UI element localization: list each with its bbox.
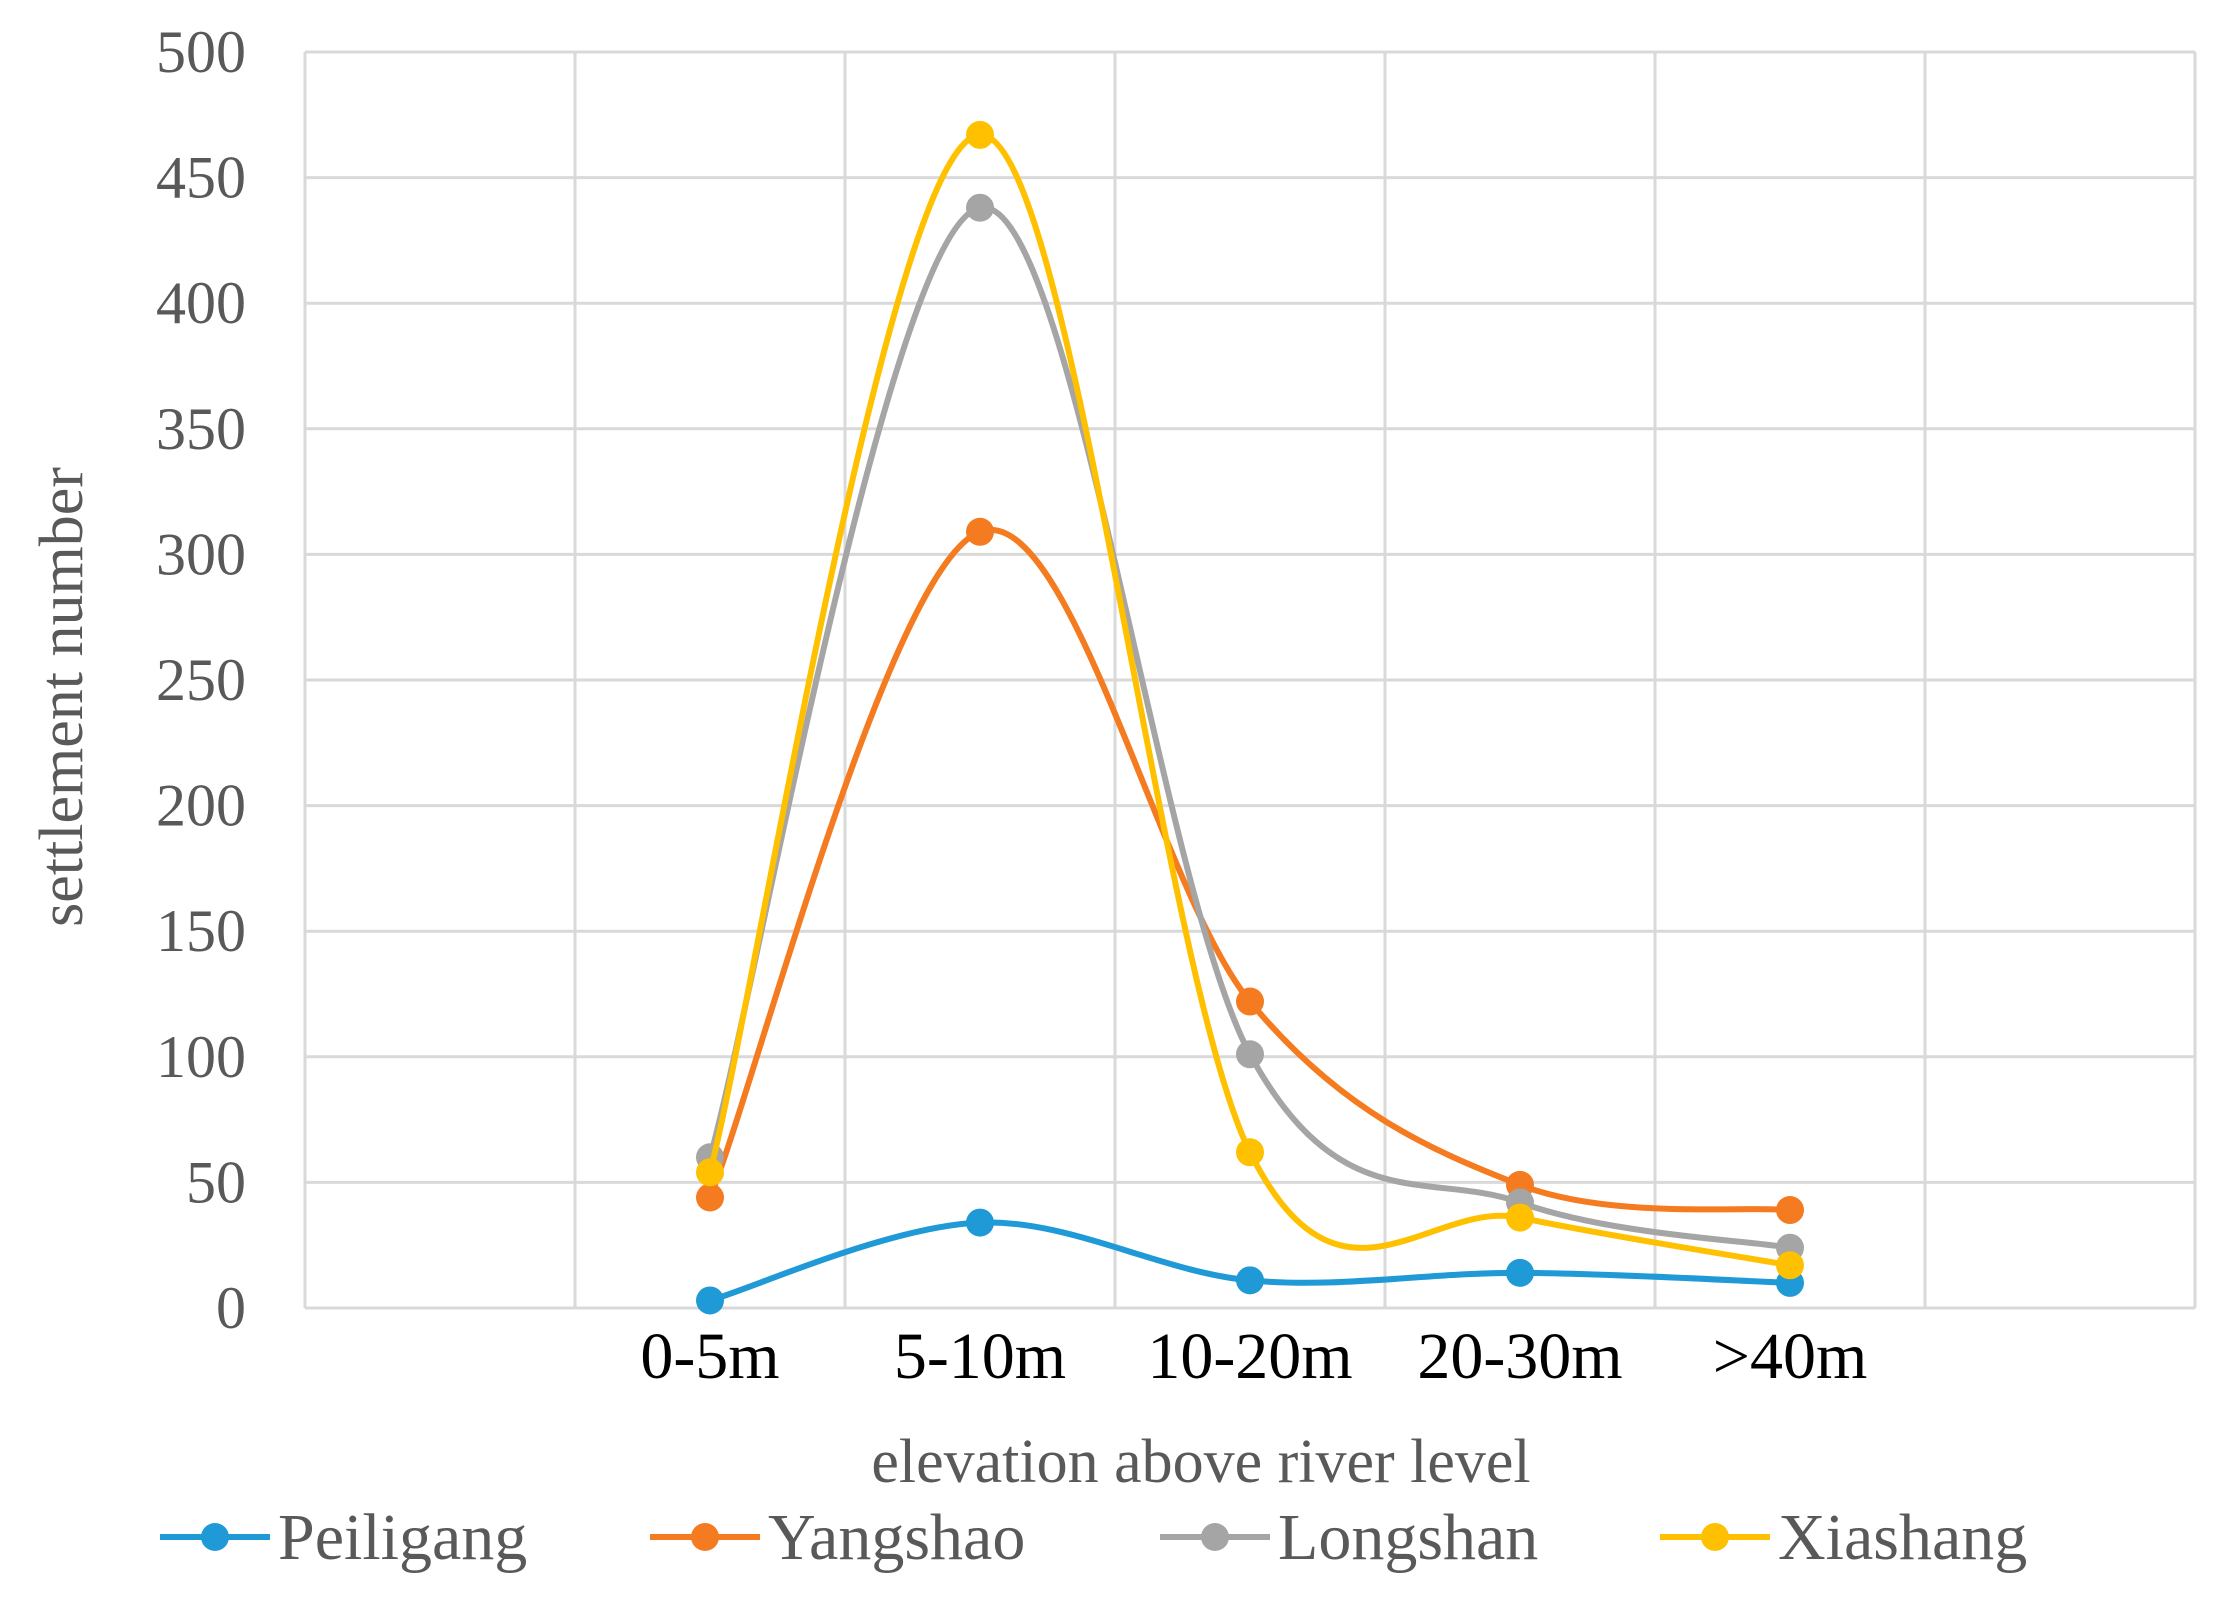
data-point-xiashang <box>696 1158 724 1187</box>
data-point-peiligang <box>696 1286 724 1315</box>
legend-label-yangshao: Yangshao <box>768 1501 1025 1574</box>
legend-item-peiligang: Peiligang <box>160 1501 527 1574</box>
x-axis-ticks: 0-5m 5-10m 10-20m 20-30m >40m <box>640 1320 1867 1393</box>
y-tick-label: 250 <box>156 647 246 713</box>
series-longshan <box>696 193 1804 1262</box>
series-peiligang <box>696 1208 1804 1315</box>
legend-marker-peiligang <box>201 1523 229 1551</box>
y-tick-label: 50 <box>186 1149 246 1215</box>
y-tick-label: 0 <box>216 1275 246 1341</box>
series-line-yangshao <box>707 526 1793 1214</box>
y-tick-label: 500 <box>156 19 246 85</box>
data-point-xiashang <box>1506 1203 1534 1232</box>
data-point-yangshao <box>966 517 994 546</box>
data-point-peiligang <box>1506 1258 1534 1287</box>
y-axis-ticks: 0 50 100 150 200 250 300 350 400 450 500 <box>156 19 246 1341</box>
legend-item-longshan: Longshan <box>1160 1501 1538 1574</box>
data-point-xiashang <box>1776 1251 1804 1280</box>
y-tick-label: 300 <box>156 521 246 587</box>
data-point-peiligang <box>966 1208 994 1237</box>
series-group <box>696 120 1804 1315</box>
data-point-longshan <box>966 193 994 222</box>
data-point-xiashang <box>966 120 994 149</box>
legend-marker-xiashang <box>1701 1523 1729 1551</box>
legend-item-yangshao: Yangshao <box>650 1501 1025 1574</box>
y-tick-label: 200 <box>156 773 246 839</box>
legend-label-xiashang: Xiashang <box>1778 1501 2027 1574</box>
y-tick-label: 150 <box>156 898 246 964</box>
legend-marker-yangshao <box>691 1523 719 1551</box>
data-point-xiashang <box>1236 1138 1264 1167</box>
legend: Peiligang Yangshao Longshan Xiashang <box>160 1501 2027 1574</box>
y-tick-label: 100 <box>156 1024 246 1090</box>
y-tick-label: 450 <box>156 145 246 211</box>
x-tick-label: 5-10m <box>894 1320 1066 1393</box>
data-point-yangshao <box>1236 987 1264 1016</box>
data-point-yangshao <box>696 1183 724 1212</box>
legend-marker-longshan <box>1201 1523 1229 1551</box>
legend-item-xiashang: Xiashang <box>1660 1501 2027 1574</box>
x-tick-label: 0-5m <box>640 1320 779 1393</box>
data-point-yangshao <box>1776 1196 1804 1225</box>
series-line-longshan <box>707 204 1793 1251</box>
y-tick-label: 350 <box>156 396 246 462</box>
data-point-peiligang <box>1236 1266 1264 1295</box>
legend-label-peiligang: Peiligang <box>278 1501 527 1574</box>
series-xiashang <box>696 120 1804 1280</box>
x-tick-label: 10-20m <box>1147 1320 1352 1393</box>
series-yangshao <box>696 517 1804 1225</box>
x-axis-label: elevation above river level <box>871 1428 1530 1496</box>
data-point-longshan <box>1236 1040 1264 1069</box>
gridlines <box>303 50 2197 1310</box>
x-tick-label: >40m <box>1713 1320 1868 1393</box>
x-tick-label: 20-30m <box>1417 1320 1622 1393</box>
y-axis-label: settlement number <box>28 467 96 927</box>
legend-label-longshan: Longshan <box>1278 1501 1538 1574</box>
y-tick-label: 400 <box>156 270 246 336</box>
